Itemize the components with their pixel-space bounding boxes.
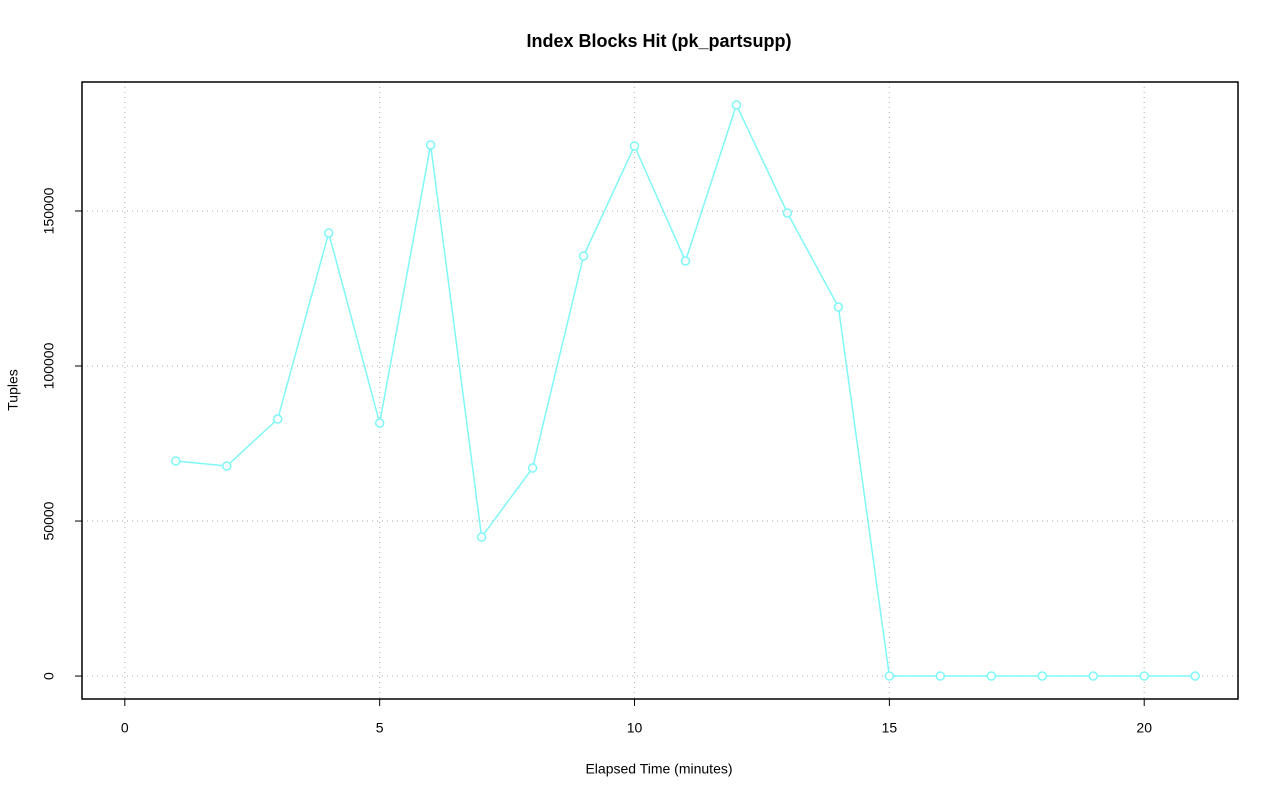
data-point (527, 463, 538, 473)
data-point (171, 456, 181, 466)
data-point (629, 141, 640, 151)
data-point (374, 418, 385, 428)
data-point (782, 208, 793, 218)
chart-title: Index Blocks Hit (pk_partsupp) (526, 31, 791, 51)
data-point (833, 302, 844, 312)
x-tick-label: 5 (376, 720, 384, 736)
data-point (323, 228, 334, 238)
data-point (578, 251, 589, 261)
x-tick-label: 0 (121, 720, 129, 736)
data-point (425, 140, 436, 150)
data-point (1139, 671, 1149, 681)
data-point (1190, 671, 1200, 681)
data-point (1037, 671, 1048, 681)
y-axis-label: Tuples (5, 369, 21, 411)
data-point (935, 671, 946, 681)
data-point (986, 671, 997, 681)
x-axis-label: Elapsed Time (minutes) (585, 761, 732, 777)
plot-frame (81, 81, 1239, 700)
data-point (680, 256, 691, 266)
x-tick-label: 15 (882, 720, 898, 736)
data-point (222, 461, 232, 471)
y-tick-label: 150000 (41, 187, 57, 234)
data-point (884, 671, 895, 681)
data-point (476, 532, 487, 542)
data-point (272, 414, 283, 424)
data-line (175, 102, 1196, 677)
y-tick-label: 50000 (41, 501, 57, 540)
y-tick-label: 0 (41, 672, 57, 680)
x-tick-label: 10 (627, 720, 643, 736)
data-point (1088, 671, 1098, 681)
data-point (731, 100, 742, 110)
x-tick-label: 20 (1136, 720, 1152, 736)
y-tick-label: 100000 (41, 342, 57, 389)
